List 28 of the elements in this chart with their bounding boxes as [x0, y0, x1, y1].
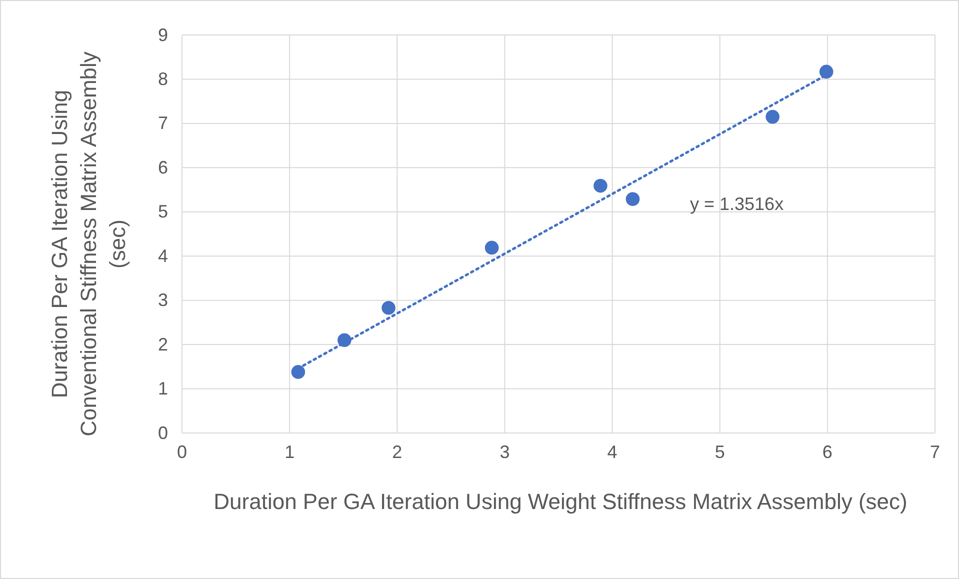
x-tick-label: 1: [284, 442, 295, 462]
point: [484, 240, 499, 255]
x-tick-label: 7: [930, 442, 940, 462]
y-tick-label: 0: [158, 422, 168, 443]
point: [819, 64, 834, 79]
x-tick-label: 6: [822, 442, 832, 462]
point: [594, 178, 608, 193]
point: [291, 365, 306, 379]
x-tick-label: 5: [714, 442, 725, 462]
y-tick-label: 6: [158, 157, 168, 178]
annotation: y = 1.3516x: [690, 194, 784, 214]
y-tick-label: 3: [158, 290, 168, 310]
point: [626, 192, 640, 206]
x-tick-label: 0: [176, 442, 188, 462]
point: [766, 110, 780, 124]
y-tick-label: 5: [158, 202, 168, 222]
y-tick-label: 9: [158, 24, 168, 45]
point: [382, 300, 396, 315]
x-tick-label: 3: [500, 442, 510, 462]
x-axis-title: Duration Per GA Iteration Using Weight Stiffness Matrix Assembly (sec): [214, 489, 908, 514]
y-tick-label: 4: [158, 246, 168, 266]
y-tick-label: 7: [158, 113, 168, 134]
x-tick-label: 4: [607, 442, 618, 462]
y-tick-label: 1: [158, 378, 168, 399]
x-tick-label: 2: [392, 442, 402, 462]
y-tick-label: 2: [158, 334, 168, 354]
y-axis-title: Duration Per GA Iteration Using Conventional Stiffness Matrix Assembly (sec): [47, 52, 130, 436]
y-tick-label: 8: [158, 68, 168, 89]
